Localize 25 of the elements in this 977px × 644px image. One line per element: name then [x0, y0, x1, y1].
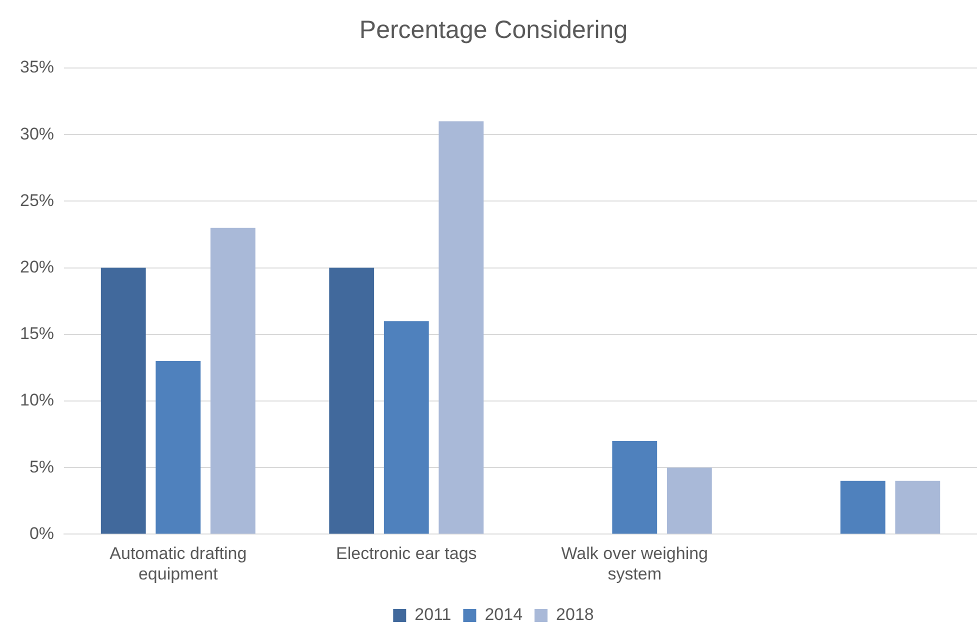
- y-tick-label: 35%: [20, 58, 54, 77]
- bar: [612, 440, 658, 534]
- bar: [666, 468, 712, 534]
- y-tick-label: 10%: [20, 390, 54, 410]
- x-tick-label: Walk over weighing system: [561, 544, 708, 584]
- y-tick-label: 30%: [20, 124, 54, 144]
- bar: [384, 321, 429, 534]
- y-tick-label: 5%: [29, 457, 54, 476]
- bar: [100, 268, 146, 534]
- chart-title: Percentage Considering: [359, 16, 628, 44]
- y-tick-label: 15%: [20, 324, 54, 344]
- legend-label: 2011: [414, 605, 452, 624]
- bar: [438, 121, 484, 534]
- legend-label: 2018: [556, 605, 594, 624]
- x-tick-label: Electronic ear tags: [336, 544, 477, 564]
- y-tick-label: 0%: [29, 524, 54, 543]
- x-tick-label: Automatic drafting equipment: [110, 544, 247, 584]
- legend-label: 2014: [484, 605, 523, 624]
- bar: [156, 361, 201, 534]
- y-tick-label: 20%: [20, 257, 54, 276]
- bar: [329, 268, 374, 534]
- bar: [210, 228, 256, 534]
- y-tick-label: 25%: [20, 190, 54, 210]
- bar: [895, 480, 940, 534]
- bar: [840, 480, 886, 534]
